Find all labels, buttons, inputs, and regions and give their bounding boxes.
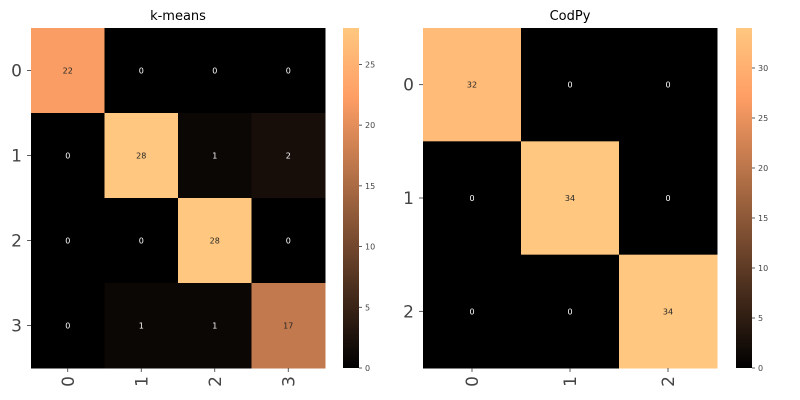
cell-value-label: 0 xyxy=(469,194,474,203)
cell-value-label: 0 xyxy=(139,67,144,76)
cell-value-label: 34 xyxy=(663,307,673,316)
y-tick-label: 0 xyxy=(11,62,22,82)
cell-value-label: 0 xyxy=(65,322,70,331)
colorbar-tick-label: 10 xyxy=(365,243,375,252)
heatmap-cell xyxy=(521,141,620,256)
heatmap-cell xyxy=(423,28,522,142)
x-tick-label: 2 xyxy=(659,376,679,387)
y-tick-label: 3 xyxy=(11,317,22,337)
heatmap-cell xyxy=(251,283,326,369)
y-tick-label: 1 xyxy=(11,147,22,167)
y-tick-label: 2 xyxy=(11,232,22,252)
chart-title: k-means xyxy=(150,9,206,24)
colorbar-tick-label: 0 xyxy=(365,364,370,373)
cell-value-label: 22 xyxy=(63,67,73,76)
cell-value-label: 0 xyxy=(469,307,474,316)
cell-value-label: 0 xyxy=(567,81,572,90)
colorbar-tick-label: 15 xyxy=(758,214,768,223)
cell-value-label: 0 xyxy=(665,81,670,90)
colorbar-tick-label: 30 xyxy=(758,64,768,73)
colorbar-tick-label: 10 xyxy=(758,264,768,273)
heatmap-cell xyxy=(251,28,326,114)
colorbar-tick-label: 20 xyxy=(758,164,768,173)
heatmap-cell xyxy=(31,283,105,369)
colorbar-tick-label: 20 xyxy=(365,121,375,130)
colorbar-tick-label: 5 xyxy=(365,303,370,312)
heatmap-cell xyxy=(251,198,326,284)
cell-value-label: 2 xyxy=(286,152,291,161)
cell-value-label: 1 xyxy=(139,322,144,331)
heatmap-cell xyxy=(178,198,252,284)
heatmap-cell xyxy=(423,141,522,256)
x-tick-label: 3 xyxy=(279,376,299,387)
cell-value-label: 28 xyxy=(136,152,146,161)
heatmap-cell xyxy=(178,28,252,114)
cell-value-label: 0 xyxy=(65,152,70,161)
x-tick-label: 0 xyxy=(59,376,79,387)
x-tick-label: 1 xyxy=(132,376,152,387)
cell-value-label: 0 xyxy=(286,237,291,246)
cell-value-label: 0 xyxy=(65,237,70,246)
colorbar xyxy=(736,28,752,368)
cell-value-label: 32 xyxy=(467,81,477,90)
heatmap-cell xyxy=(619,28,718,142)
heatmap-cell xyxy=(104,283,179,369)
colorbar-tick-label: 0 xyxy=(758,364,763,373)
heatmap-cell xyxy=(178,113,252,199)
colorbar-tick-label: 25 xyxy=(758,114,768,123)
heatmap-cell xyxy=(521,254,620,369)
heatmap-cell xyxy=(104,113,179,199)
heatmap-cell xyxy=(423,254,522,369)
cell-value-label: 34 xyxy=(565,194,575,203)
x-tick-label: 2 xyxy=(206,376,226,387)
heatmap-cell xyxy=(619,254,718,369)
chart-title: CodPy xyxy=(550,9,591,24)
colorbar-tick-label: 15 xyxy=(365,182,375,191)
colorbar xyxy=(343,28,359,368)
heatmap-cell xyxy=(619,141,718,256)
cell-value-label: 0 xyxy=(567,307,572,316)
y-tick-label: 1 xyxy=(403,189,414,209)
cell-value-label: 28 xyxy=(210,237,220,246)
colorbar-tick-label: 5 xyxy=(758,314,763,323)
cell-value-label: 0 xyxy=(212,67,217,76)
x-tick-label: 1 xyxy=(561,376,581,387)
x-tick-label: 0 xyxy=(463,376,483,387)
heatmap-cell xyxy=(31,198,105,284)
heatmap-cell xyxy=(104,28,179,114)
cell-value-label: 0 xyxy=(139,237,144,246)
heatmap-cell xyxy=(31,28,105,114)
heatmap-cell xyxy=(31,113,105,199)
cell-value-label: 17 xyxy=(283,322,293,331)
y-tick-label: 2 xyxy=(403,302,414,322)
heatmap-cell xyxy=(104,198,179,284)
heatmap-cell xyxy=(178,283,252,369)
heatmap-cell xyxy=(521,28,620,142)
cell-value-label: 0 xyxy=(286,67,291,76)
colorbar-tick-label: 25 xyxy=(365,60,375,69)
cell-value-label: 1 xyxy=(212,322,217,331)
cell-value-label: 0 xyxy=(665,194,670,203)
cell-value-label: 1 xyxy=(212,152,217,161)
y-tick-label: 0 xyxy=(403,76,414,96)
heatmap-cell xyxy=(251,113,326,199)
